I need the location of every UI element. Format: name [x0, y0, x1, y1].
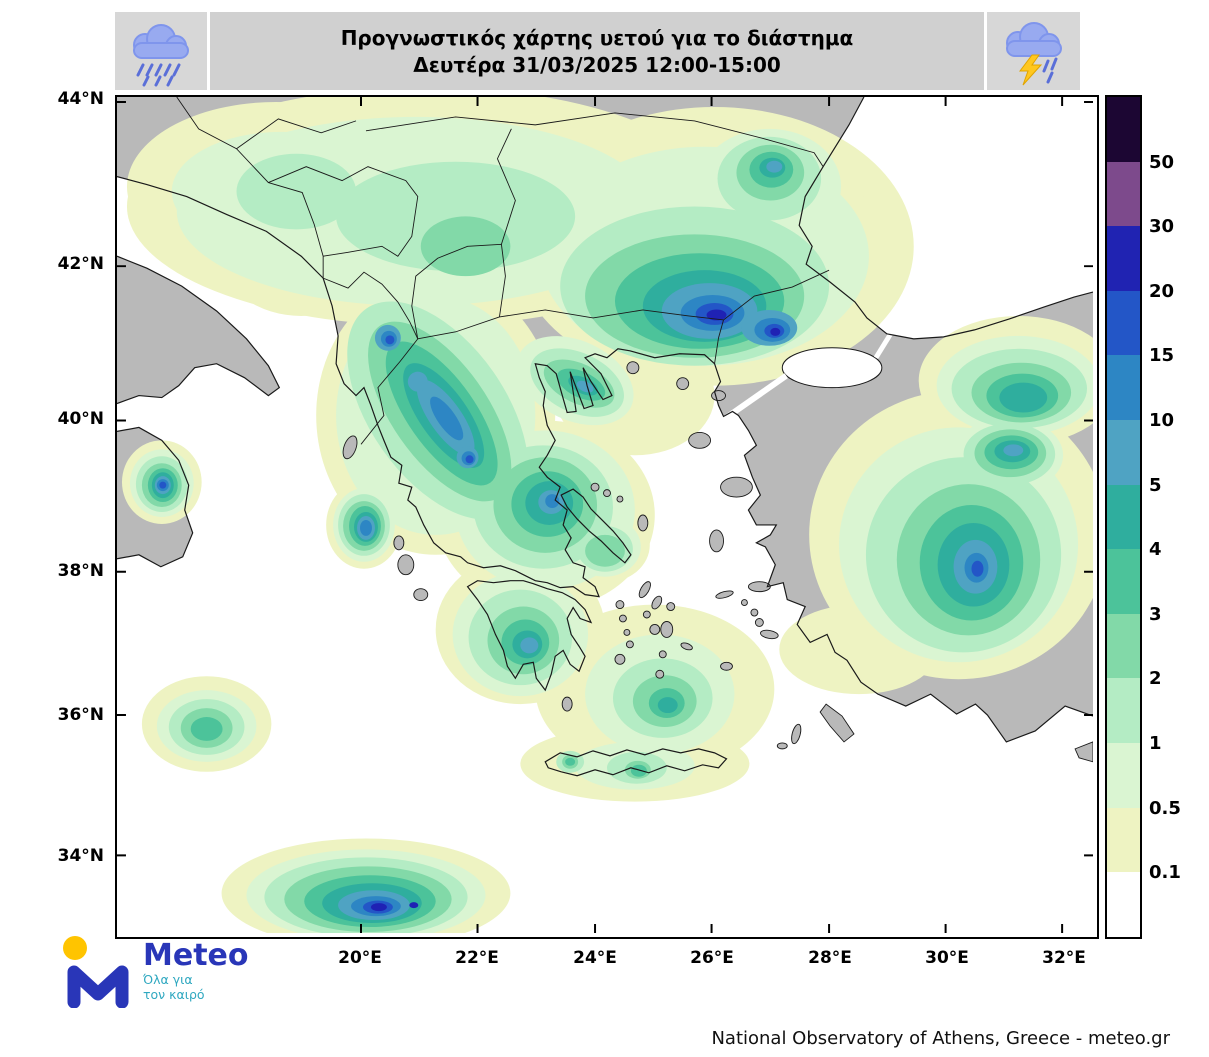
legend-label: 5	[1149, 474, 1162, 496]
legend-segment: 5	[1107, 420, 1162, 496]
precipitation-legend: 50 30 20 15 10 5 4 3 2 1 0.5 0.1	[1105, 95, 1181, 939]
legend-label: 30	[1149, 216, 1175, 238]
logo-sun-dot	[63, 936, 87, 960]
attribution-text: National Observatory of Athens, Greece -…	[711, 1028, 1170, 1049]
lat-label-36n: 36°N	[57, 705, 104, 725]
lat-label-44n: 44°N	[57, 89, 104, 109]
islands-layer	[342, 361, 1093, 763]
logo-brand-text: Meteo	[143, 937, 249, 973]
legend-label: 0.1	[1149, 862, 1181, 884]
lon-label-26e: 26°E	[690, 948, 734, 968]
map-title-bar: Προγνωστικός χάρτης υετού για το διάστημ…	[210, 12, 984, 90]
lat-label-40n: 40°N	[57, 409, 104, 429]
precipitation-layer	[121, 97, 1093, 933]
page-title-line1: Προγνωστικός χάρτης υετού για το διάστημ…	[340, 25, 854, 50]
meteo-logo: Meteo Όλα για τον καιρό	[60, 934, 249, 1008]
header-right-box	[987, 12, 1080, 90]
legend-label: 0.5	[1149, 797, 1181, 819]
lat-label-34n: 34°N	[57, 846, 104, 866]
legend-segment: 50	[1107, 97, 1174, 173]
legend-label: 3	[1149, 603, 1162, 625]
legend-segment: 3	[1107, 549, 1162, 625]
storm-cloud-icon	[1005, 22, 1062, 86]
precipitation-map	[115, 95, 1099, 939]
rain-cloud-icon	[133, 24, 189, 87]
legend-segment: 4	[1107, 484, 1162, 560]
coastline-layer	[117, 97, 1093, 777]
lon-label-28e: 28°E	[808, 948, 852, 968]
lat-label-42n: 42°N	[57, 254, 104, 274]
legend-segment: 15	[1107, 290, 1174, 366]
legend-segment: 30	[1107, 161, 1174, 237]
legend-segment: 10	[1107, 355, 1174, 431]
logo-tagline-line2: τον καιρό	[143, 986, 205, 1002]
legend-segment: 2	[1107, 613, 1162, 689]
legend-segment: 0.5	[1107, 743, 1181, 819]
lon-label-20e: 20°E	[338, 948, 382, 968]
logo-m-glyph	[67, 965, 129, 1008]
logo-tagline: Όλα για τον καιρό	[143, 972, 249, 1002]
meteo-logo-mark	[63, 936, 129, 1008]
legend-label: 50	[1149, 151, 1175, 173]
legend-segment: 20	[1107, 226, 1174, 302]
lon-label-24e: 24°E	[573, 948, 617, 968]
lat-label-38n: 38°N	[57, 561, 104, 581]
page-title-line2: Δευτέρα 31/03/2025 12:00-15:00	[413, 52, 781, 77]
legend-label: 15	[1149, 345, 1175, 367]
logo-tagline-line1: Όλα για	[143, 972, 193, 988]
header-left-box	[115, 12, 207, 90]
axis-ticks	[117, 97, 1093, 933]
lon-label-32e: 32°E	[1042, 948, 1086, 968]
legend-label: 20	[1149, 280, 1175, 302]
legend-label: 10	[1149, 410, 1175, 432]
lon-label-22e: 22°E	[455, 948, 499, 968]
legend-label: 1	[1149, 733, 1162, 755]
legend-segment: 0.1	[1107, 807, 1181, 883]
lon-label-30e: 30°E	[925, 948, 969, 968]
map-canvas	[117, 97, 1093, 933]
legend-label: 2	[1149, 668, 1162, 690]
legend-segment: 1	[1107, 678, 1162, 754]
legend-label: 4	[1149, 539, 1162, 561]
marmara-sea	[724, 330, 894, 420]
legend-segment	[1107, 872, 1140, 937]
borders-layer	[176, 97, 830, 445]
